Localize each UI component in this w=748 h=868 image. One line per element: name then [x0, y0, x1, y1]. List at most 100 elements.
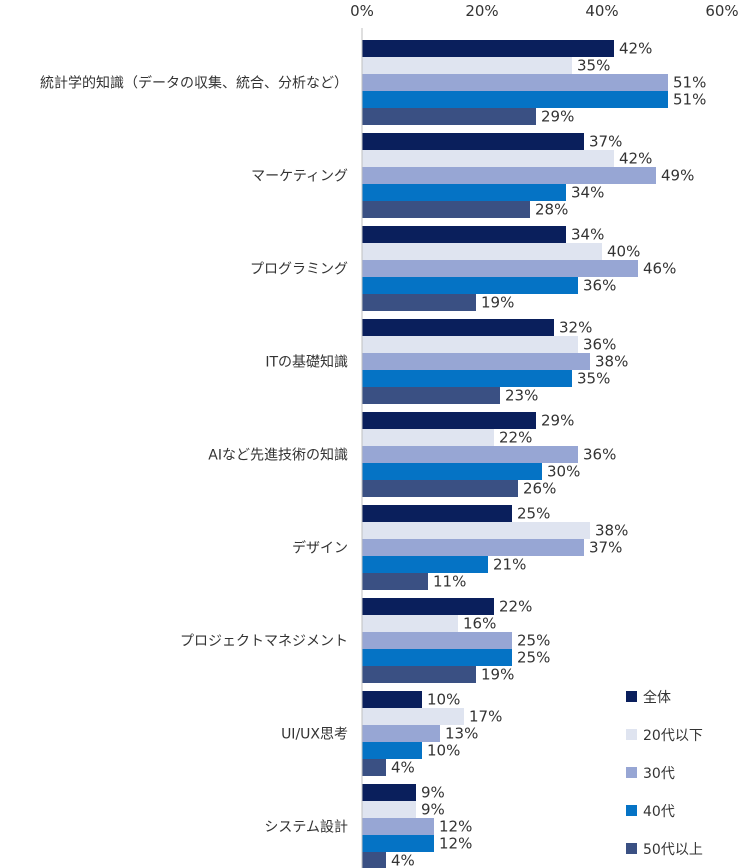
bar: [362, 74, 668, 91]
data-label: 35%: [577, 370, 610, 388]
bar: [362, 167, 656, 184]
category-label: UI/UX思考: [281, 727, 348, 743]
bar: [362, 615, 458, 632]
bar: [362, 412, 536, 429]
data-label: 36%: [583, 446, 616, 464]
legend-swatch: [626, 691, 637, 702]
data-label: 21%: [493, 556, 526, 574]
bar: [362, 370, 572, 387]
bar: [362, 260, 638, 277]
data-label: 9%: [421, 801, 445, 819]
bar: [362, 446, 578, 463]
bar: [362, 539, 584, 556]
data-label: 23%: [505, 387, 538, 405]
data-label: 49%: [661, 167, 694, 185]
bar: [362, 742, 422, 759]
data-label: 10%: [427, 691, 460, 709]
legend-label: 20代以下: [643, 728, 703, 744]
bar: [362, 319, 554, 336]
x-tick-label: 60%: [705, 2, 738, 20]
data-label: 40%: [607, 243, 640, 261]
bar: [362, 91, 668, 108]
data-label: 25%: [517, 632, 550, 650]
category-label: プロジェクトマネジメント: [180, 634, 348, 650]
data-label: 36%: [583, 336, 616, 354]
category-label: システム設計: [264, 820, 348, 836]
bar: [362, 429, 494, 446]
x-tick-label: 40%: [585, 2, 618, 20]
bar: [362, 852, 386, 868]
data-label: 13%: [445, 725, 478, 743]
data-label: 10%: [427, 742, 460, 760]
bar: [362, 632, 512, 649]
data-label: 17%: [469, 708, 502, 726]
bar: [362, 40, 614, 57]
bar: [362, 277, 578, 294]
data-label: 34%: [571, 184, 604, 202]
bar: [362, 649, 512, 666]
data-label: 32%: [559, 319, 592, 337]
bar: [362, 818, 434, 835]
data-label: 29%: [541, 412, 574, 430]
legend-swatch: [626, 767, 637, 778]
data-label: 12%: [439, 818, 472, 836]
data-label: 38%: [595, 353, 628, 371]
bar: [362, 226, 566, 243]
category-label: 統計学的知識（データの収集、統合、分析など）: [40, 75, 348, 92]
bar: [362, 759, 386, 776]
bar: [362, 556, 488, 573]
category-label: マーケティング: [251, 169, 348, 185]
bar: [362, 522, 590, 539]
legend: 全体 20代以下 30代 40代 50代以上: [626, 689, 703, 858]
legend-swatch: [626, 729, 637, 740]
bars: [362, 40, 668, 868]
legend-label: 50代以上: [643, 842, 703, 858]
data-label: 26%: [523, 480, 556, 498]
data-label: 42%: [619, 40, 652, 58]
data-label: 12%: [439, 835, 472, 853]
data-label: 16%: [463, 615, 496, 633]
bar: [362, 108, 536, 125]
category-label: ITの基礎知識: [265, 354, 348, 371]
data-label: 30%: [547, 463, 580, 481]
bar: [362, 184, 566, 201]
x-tick-label: 20%: [465, 2, 498, 20]
bar: [362, 691, 422, 708]
data-label: 37%: [589, 133, 622, 151]
data-label: 42%: [619, 150, 652, 168]
data-label: 9%: [421, 784, 445, 802]
data-label: 51%: [673, 91, 706, 109]
data-label: 25%: [517, 505, 550, 523]
category-label: デザイン: [292, 540, 348, 557]
x-axis-ticks: 0% 20% 40% 60%: [350, 2, 739, 20]
bar: [362, 708, 464, 725]
data-label: 46%: [643, 260, 676, 278]
data-label: 37%: [589, 539, 622, 557]
bar: [362, 505, 512, 522]
data-label: 22%: [499, 429, 532, 447]
bar: [362, 57, 572, 74]
data-label: 25%: [517, 649, 550, 667]
bar: [362, 801, 416, 818]
data-label: 4%: [391, 852, 415, 868]
data-label: 51%: [673, 74, 706, 92]
legend-swatch: [626, 843, 637, 854]
bar: [362, 725, 440, 742]
bar: [362, 294, 476, 311]
bar: [362, 480, 518, 497]
x-tick-label: 0%: [350, 2, 374, 20]
bar: [362, 463, 542, 480]
legend-label: 30代: [643, 766, 675, 782]
data-label: 38%: [595, 522, 628, 540]
bar: [362, 784, 416, 801]
bar: [362, 201, 530, 218]
data-label: 36%: [583, 277, 616, 295]
bar: [362, 573, 428, 590]
data-labels: 42%35%51%51%29%37%42%49%34%28%34%40%46%3…: [391, 40, 706, 868]
data-label: 34%: [571, 226, 604, 244]
bar: [362, 666, 476, 683]
legend-label: 40代: [643, 804, 675, 820]
data-label: 11%: [433, 573, 466, 591]
